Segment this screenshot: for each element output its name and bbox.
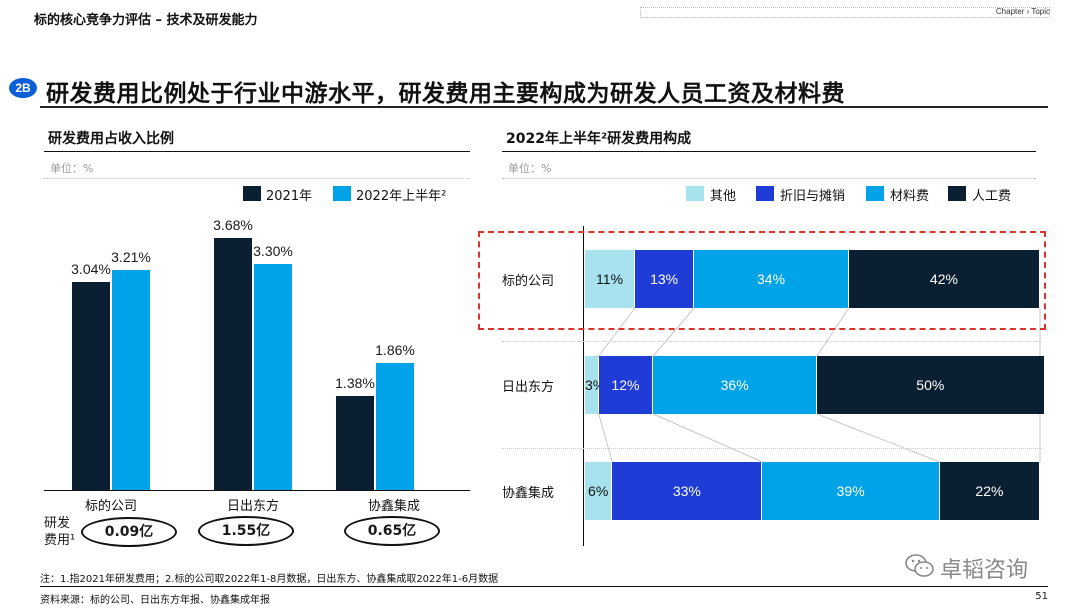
segment-材料费: 36% (653, 356, 818, 414)
left-axis-line (44, 490, 470, 491)
legend-label-other: 其他 (710, 189, 737, 204)
segment-折旧与摊销: 33% (612, 462, 763, 520)
stacked-bar-row: 3% 12% 36% 50% (585, 356, 1045, 414)
row-label: 协鑫集成 (502, 486, 555, 501)
legend-swatch-2021 (243, 186, 261, 201)
segment-人工费: 42% (848, 250, 1040, 308)
row-separator (502, 341, 1042, 342)
left-dotted-line (44, 178, 470, 179)
expense-oval-riyu: 1.55亿 (198, 516, 294, 546)
row-separator (502, 448, 1042, 449)
rd-ratio-bar-chart: 3.04% 3.21% 3.68% 3.30% 1.38% 1.86% (44, 210, 470, 492)
row-label: 日出东方 (502, 380, 555, 395)
legend-label-2021: 2021年 (266, 189, 313, 204)
row-label: 标的公司 (502, 274, 555, 289)
left-subtitle: 研发费用占收入比例 (48, 131, 174, 147)
category-label-xiexin: 协鑫集成 (367, 499, 420, 514)
stacked-bar-row: 6% 33% 39% 22% (585, 462, 1040, 520)
highlight-dashed-box (478, 231, 1046, 330)
section-header: 标的核心竞争力评估 – 技术及研发能力 (34, 13, 258, 28)
chapter-label: Chapter › Topic (995, 7, 1050, 16)
bar-value-label: 1.86% (375, 341, 415, 358)
right-dotted-line (502, 178, 1036, 179)
stack-axis-line (583, 226, 584, 546)
section-badge: 2B (9, 78, 37, 98)
left-unit: 单位：% (50, 162, 94, 175)
legend-label-depreciation: 折旧与摊销 (780, 189, 846, 204)
page-number: 51 (1035, 591, 1048, 602)
bar-2022h1-2 (376, 362, 414, 490)
legend-swatch-depreciation (756, 186, 774, 201)
bar-2021-1 (214, 238, 252, 490)
wechat-icon (905, 553, 935, 579)
slide-title: 研发费用比例处于行业中游水平，研发费用主要构成为研发人员工资及材料费 (46, 81, 845, 107)
expense-oval-xiexin: 0.65亿 (344, 516, 440, 546)
footnote: 注：1.指2021年研发费用；2.标的公司取2022年1-8月数据，日出东方、协… (40, 574, 499, 585)
legend-swatch-other (686, 186, 704, 201)
legend-swatch-2022h1 (333, 186, 351, 201)
footer-line (40, 586, 1048, 587)
bar-value-label: 3.30% (253, 243, 293, 260)
bar-2021-0 (72, 281, 110, 490)
right-subtitle: 2022年上半年²研发费用构成 (506, 131, 692, 147)
segment-材料费: 34% (694, 250, 849, 308)
expense-oval-target: 0.09亿 (81, 517, 177, 547)
legend-swatch-material (866, 186, 884, 201)
connector-line (598, 307, 636, 357)
segment-折旧与摊销: 12% (598, 356, 654, 414)
connector-line (816, 413, 941, 463)
bar-value-label: 3.21% (111, 249, 151, 266)
rd-composition-stacked-chart: 标的公司 11% 13% 34% 42% 日出东方 3% 12% 36% 50% 协鑫集成 6% 33%… (478, 226, 1052, 546)
bar-2022h1-0 (112, 270, 150, 490)
segment-人工费: 22% (939, 462, 1040, 520)
source-note: 资料来源：标的公司、日出东方年报、协鑫集成年报 (40, 595, 270, 606)
chapter-box (640, 7, 1050, 18)
rd-expense-label: 研发 费用¹ (44, 516, 76, 548)
segment-材料费: 39% (762, 462, 940, 520)
segment-其他: 11% (585, 250, 636, 308)
bar-value-label: 3.04% (71, 260, 111, 277)
connector-line (652, 307, 695, 357)
bar-value-label: 1.38% (335, 374, 375, 391)
segment-人工费: 50% (817, 356, 1045, 414)
bar-2022h1-1 (254, 264, 292, 490)
segment-其他: 6% (585, 462, 613, 520)
bar-value-label: 3.68% (213, 217, 253, 233)
bar-2021-2 (336, 395, 374, 490)
legend-swatch-labor (948, 186, 966, 201)
category-label-target: 标的公司 (84, 499, 137, 514)
connector-line (598, 413, 613, 463)
segment-折旧与摊销: 13% (635, 250, 695, 308)
category-label-riyu: 日出东方 (226, 499, 279, 514)
right-subtitle-line (502, 151, 1036, 152)
legend-label-material: 材料费 (890, 189, 930, 204)
connector-line (816, 307, 850, 357)
left-subtitle-line (44, 151, 470, 152)
stacked-bar-row: 11% 13% 34% 42% (585, 250, 1040, 308)
connector-line (653, 413, 763, 463)
watermark: 卓韬咨询 (940, 558, 1029, 583)
title-underline (40, 106, 1048, 108)
segment-connectors (598, 307, 1041, 463)
right-unit: 单位：% (508, 162, 552, 175)
legend-label-labor: 人工费 (972, 189, 1012, 204)
legend-label-2022h1: 2022年上半年² (356, 189, 447, 204)
